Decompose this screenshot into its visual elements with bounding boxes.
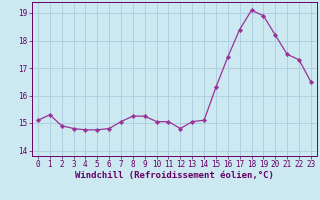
X-axis label: Windchill (Refroidissement éolien,°C): Windchill (Refroidissement éolien,°C) <box>75 171 274 180</box>
